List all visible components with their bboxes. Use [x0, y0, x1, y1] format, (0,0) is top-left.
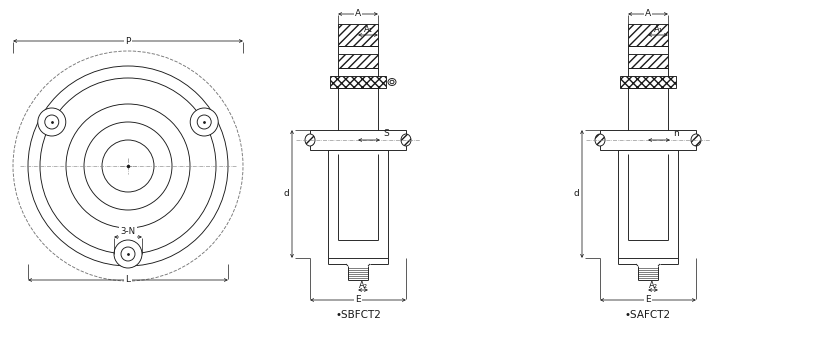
- Ellipse shape: [388, 78, 396, 86]
- Bar: [628, 54, 668, 68]
- Ellipse shape: [38, 108, 66, 136]
- Bar: [338, 24, 378, 46]
- Text: P: P: [126, 37, 131, 46]
- Text: A₂: A₂: [649, 281, 658, 290]
- Text: L: L: [126, 275, 131, 285]
- Text: d: d: [283, 190, 289, 198]
- Bar: [330, 76, 386, 88]
- Text: E: E: [355, 295, 361, 305]
- Bar: [310, 130, 406, 150]
- Ellipse shape: [197, 115, 211, 129]
- Ellipse shape: [114, 240, 142, 268]
- Text: E: E: [645, 295, 651, 305]
- Text: n: n: [673, 129, 679, 139]
- Text: A₁: A₁: [654, 25, 663, 34]
- Text: A: A: [645, 9, 651, 19]
- Ellipse shape: [595, 134, 605, 146]
- Ellipse shape: [121, 247, 135, 261]
- Ellipse shape: [691, 134, 701, 146]
- Ellipse shape: [45, 115, 59, 129]
- Text: 3-N: 3-N: [121, 227, 135, 237]
- Text: •SBFCT2: •SBFCT2: [335, 310, 381, 320]
- Bar: [338, 54, 378, 68]
- Bar: [618, 150, 678, 258]
- Ellipse shape: [401, 134, 411, 146]
- Text: d: d: [573, 190, 579, 198]
- Ellipse shape: [305, 134, 315, 146]
- Bar: [620, 76, 676, 88]
- Text: A₁: A₁: [363, 25, 373, 34]
- Text: A: A: [355, 9, 361, 19]
- Text: A₂: A₂: [358, 281, 367, 290]
- Text: •SAFCT2: •SAFCT2: [625, 310, 671, 320]
- Bar: [328, 150, 388, 258]
- Bar: [628, 24, 668, 46]
- Text: S: S: [384, 129, 389, 139]
- Bar: [600, 130, 696, 150]
- Ellipse shape: [190, 108, 218, 136]
